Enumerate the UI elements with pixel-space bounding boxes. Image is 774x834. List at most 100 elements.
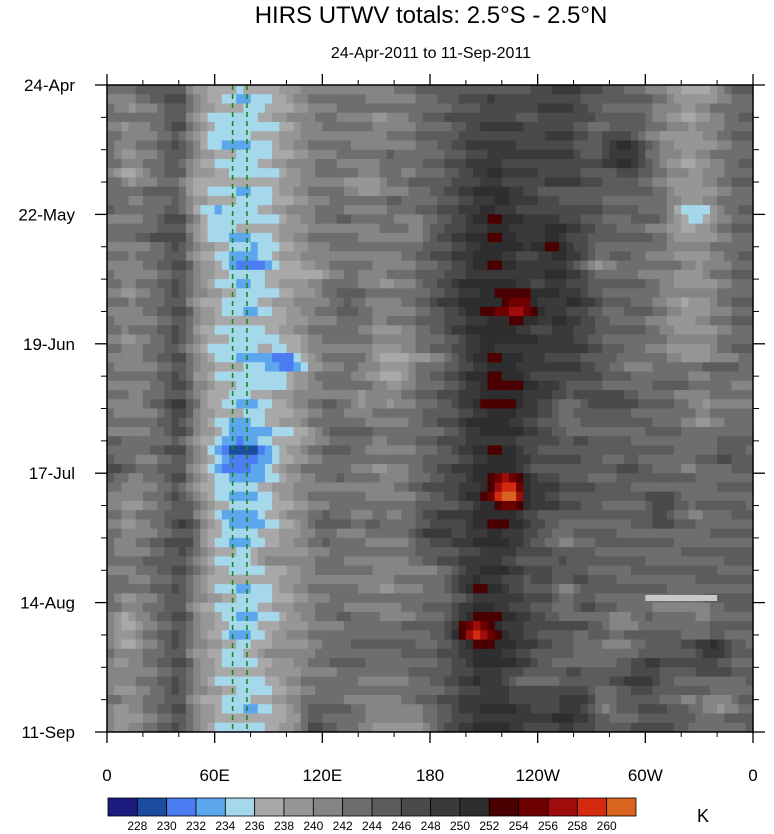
heatmap-cell (745, 306, 753, 317)
heatmap-cell (494, 371, 503, 382)
heatmap-cell (150, 547, 158, 557)
heatmap-cell (587, 445, 596, 456)
heatmap-cell (580, 232, 589, 243)
heatmap-cell (229, 112, 237, 123)
heatmap-cell (264, 288, 273, 299)
heatmap-cell (537, 316, 546, 326)
heatmap-cell (171, 500, 180, 511)
heatmap-cell (422, 195, 431, 206)
heatmap-cell (451, 417, 460, 428)
heatmap-cell (343, 473, 352, 484)
heatmap-cell (573, 565, 582, 576)
heatmap-cell (415, 269, 424, 280)
heatmap-cell (717, 205, 725, 215)
heatmap-cell (587, 260, 596, 271)
heatmap-cell (702, 242, 711, 252)
heatmap-cell (272, 426, 280, 437)
heatmap-cell (487, 112, 496, 123)
heatmap-cell (717, 473, 725, 484)
heatmap-cell (293, 445, 302, 456)
heatmap-cell (674, 121, 682, 132)
heatmap-cell (422, 297, 431, 308)
heatmap-cell (731, 436, 740, 447)
heatmap-cell (573, 186, 582, 197)
heatmap-cell (379, 242, 388, 252)
heatmap-cell (185, 121, 194, 132)
heatmap-cell (386, 85, 395, 95)
heatmap-cell (666, 85, 675, 95)
heatmap-cell (645, 343, 654, 354)
heatmap-cell (343, 556, 352, 567)
heatmap-cell (458, 547, 467, 557)
heatmap-cell (566, 316, 575, 326)
heatmap-cell (358, 500, 366, 511)
heatmap-cell (659, 325, 668, 336)
heatmap-cell (473, 574, 481, 585)
heatmap-cell (307, 510, 316, 521)
heatmap-cell (595, 408, 603, 419)
heatmap-cell (336, 131, 345, 142)
heatmap-cell (229, 158, 237, 169)
heatmap-cell (229, 454, 237, 465)
heatmap-cell (171, 417, 180, 428)
heatmap-cell (709, 316, 718, 326)
heatmap-cell (552, 417, 560, 428)
heatmap-cell (580, 94, 589, 105)
heatmap-cell (616, 269, 625, 280)
heatmap-cell (480, 528, 489, 539)
heatmap-cell (142, 362, 151, 373)
heatmap-cell (401, 584, 410, 594)
heatmap-cell (164, 149, 173, 160)
heatmap-cell (602, 473, 611, 484)
heatmap-cell (695, 195, 704, 206)
heatmap-cell (688, 584, 697, 594)
heatmap-cell (523, 121, 532, 132)
heatmap-cell (738, 232, 747, 243)
heatmap-cell (379, 390, 388, 400)
heatmap-cell (724, 149, 733, 160)
heatmap-cell (221, 556, 230, 567)
heatmap-cell (386, 593, 395, 604)
heatmap-cell (674, 177, 682, 188)
heatmap-cell (372, 232, 381, 243)
heatmap-cell (659, 565, 668, 576)
heatmap-cell (731, 556, 740, 567)
heatmap-cell (300, 473, 309, 484)
heatmap-cell (365, 593, 374, 604)
heatmap-cell (430, 408, 438, 419)
heatmap-cell (272, 85, 280, 95)
heatmap-cell (178, 279, 187, 289)
heatmap-cell (386, 232, 395, 243)
heatmap-cell (200, 205, 209, 215)
heatmap-cell (609, 140, 618, 151)
heatmap-cell (401, 316, 410, 326)
heatmap-cell (552, 205, 560, 215)
heatmap-cell (336, 168, 345, 179)
heatmap-cell (659, 168, 668, 179)
heatmap-cell (164, 297, 173, 308)
heatmap-cell (602, 334, 611, 345)
heatmap-cell (279, 297, 288, 308)
heatmap-cell (444, 584, 453, 594)
heatmap-cell (157, 205, 166, 215)
heatmap-cell (264, 297, 273, 308)
heatmap-cell (279, 574, 288, 585)
heatmap-cell (157, 463, 166, 474)
heatmap-cell (451, 547, 460, 557)
heatmap-cell (128, 168, 137, 179)
heatmap-cell (544, 574, 553, 585)
heatmap-cell (171, 85, 180, 95)
heatmap-cell (107, 306, 115, 317)
heatmap-cell (286, 149, 295, 160)
heatmap-cell (709, 306, 718, 317)
heatmap-cell (379, 288, 388, 299)
heatmap-cell (379, 500, 388, 511)
heatmap-cell (494, 353, 503, 363)
heatmap-cell (674, 94, 682, 105)
heatmap-cell (415, 232, 424, 243)
heatmap-cell (272, 537, 280, 548)
heatmap-cell (408, 121, 417, 132)
heatmap-cell (702, 140, 711, 151)
heatmap-cell (501, 445, 510, 456)
heatmap-cell (358, 251, 366, 262)
